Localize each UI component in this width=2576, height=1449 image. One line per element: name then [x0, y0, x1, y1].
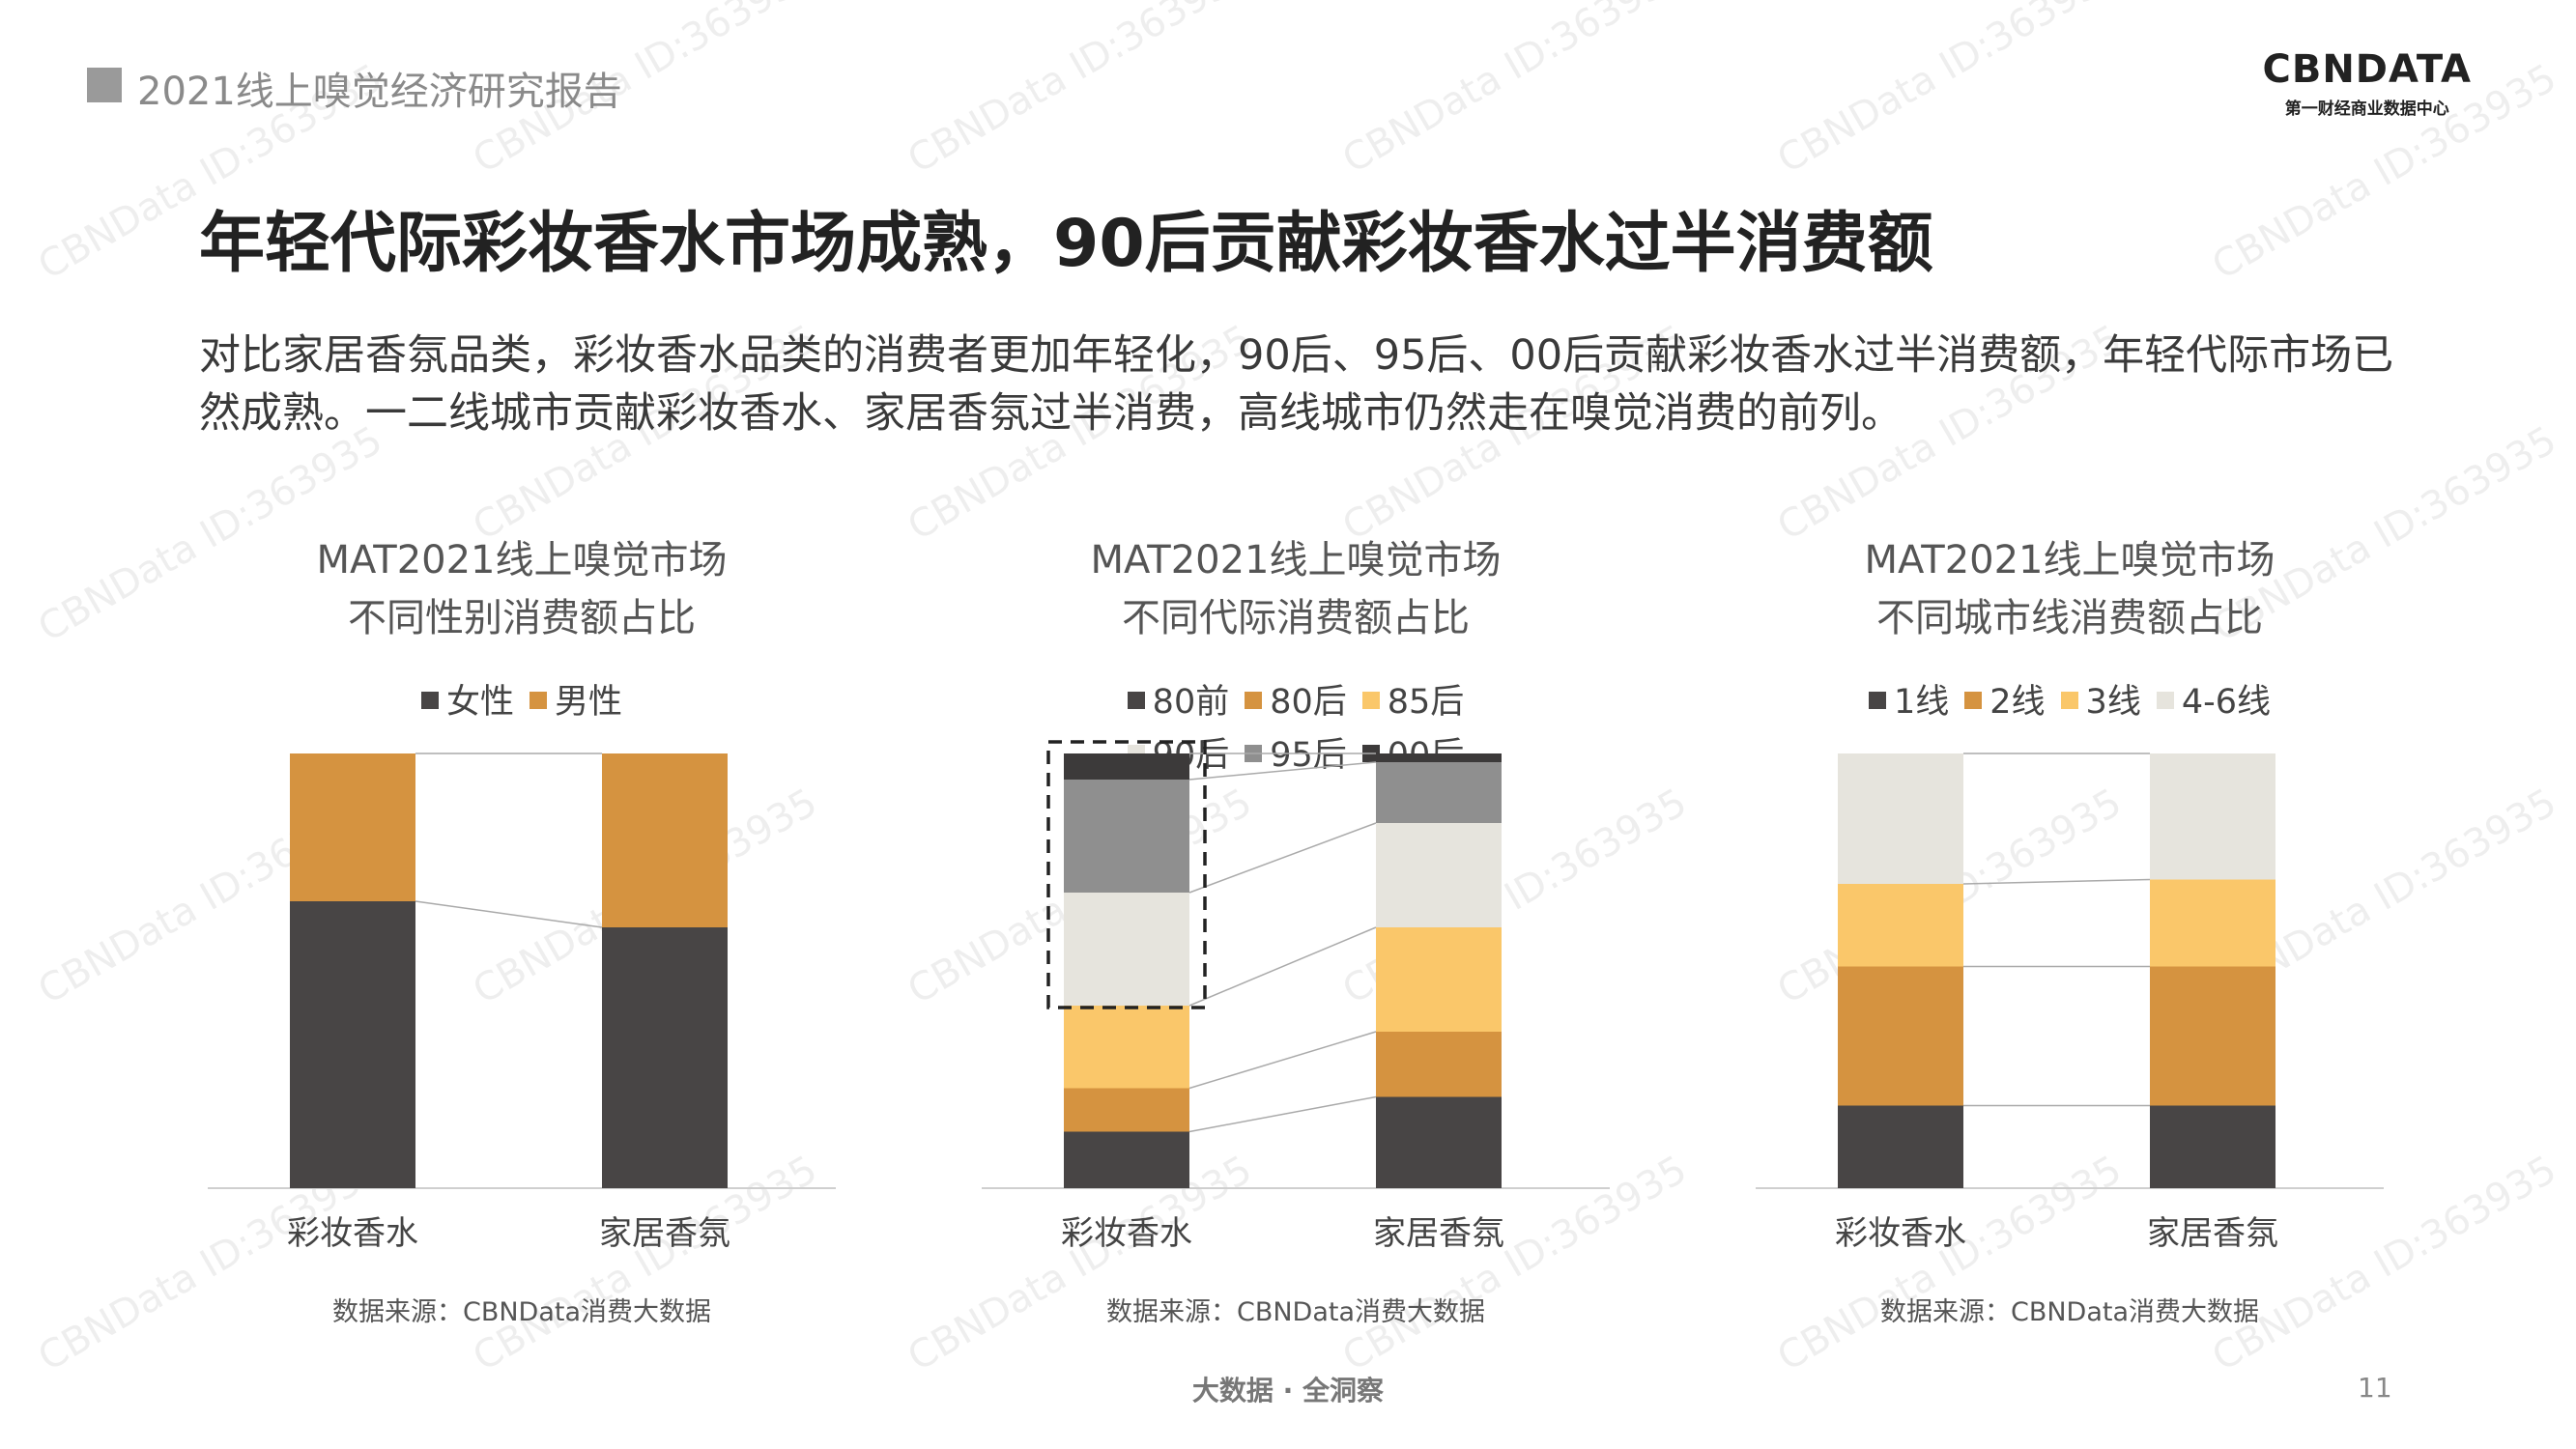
bar-segment	[1838, 884, 1963, 967]
watermark-text: CBNData ID:363935	[1335, 0, 1694, 183]
legend-label: 3线	[2085, 683, 2141, 722]
bar-segment	[290, 901, 415, 1188]
bar-segment	[2150, 753, 2275, 880]
bar-segment	[1376, 1096, 1502, 1188]
report-title: 2021线上嗅觉经济研究报告	[137, 70, 622, 114]
bar-segment	[1376, 1032, 1502, 1097]
stacked-bar-plot: 彩妆香水 家居香氛	[982, 740, 1610, 1253]
slide-headline: 年轻代际彩妆香水市场成熟，90后贡献彩妆香水过半消费额	[199, 206, 1933, 282]
bar-segment	[1064, 753, 1189, 780]
chart-title: MAT2021线上嗅觉市场	[1090, 538, 1502, 582]
legend-item: 3线	[2060, 674, 2141, 724]
stacked-bar-plot: 彩妆香水 家居香氛	[1756, 753, 2384, 1253]
legend-label: 80前	[1152, 683, 1230, 722]
category-label: 家居香氛	[2147, 1214, 2278, 1253]
legend-swatch	[1868, 692, 1886, 709]
chart-source: 数据来源：CBNData消费大数据	[331, 1297, 712, 1327]
bar-segment	[1064, 780, 1189, 893]
legend-swatch	[1245, 692, 1263, 709]
bar-segment	[2150, 879, 2275, 967]
series-connector-line	[1188, 822, 1377, 894]
category-label: 彩妆香水	[1061, 1214, 1192, 1253]
category-label: 彩妆香水	[287, 1214, 418, 1253]
legend-swatch	[2156, 692, 2174, 709]
category-label: 家居香氛	[599, 1214, 730, 1253]
series-connector-line	[1188, 1095, 1377, 1133]
bar-segment	[1376, 927, 1502, 1032]
legend-swatch	[2060, 692, 2078, 709]
legend-item: 85后	[1361, 674, 1465, 724]
page-number: 11	[2358, 1372, 2392, 1404]
chart-generation: MAT2021线上嗅觉市场不同代际消费额占比80前80后85后90后95后00后…	[909, 531, 1682, 1352]
legend-label: 1线	[1893, 683, 1950, 722]
footer-slogan: 大数据 · 全洞察	[1191, 1375, 1385, 1406]
chart-source: 数据来源：CBNData消费大数据	[1105, 1297, 1486, 1327]
legend-item: 2线	[1964, 674, 2046, 724]
legend-swatch	[530, 692, 547, 709]
legend-swatch	[1361, 692, 1380, 709]
chart-title: MAT2021线上嗅觉市场	[1864, 538, 2275, 582]
series-connector-line	[1962, 878, 2151, 885]
legend-item: 1线	[1868, 674, 1950, 724]
legend-item: 80前	[1127, 674, 1230, 724]
chart-source: 数据来源：CBNData消费大数据	[1879, 1297, 2260, 1327]
logo-tagline: 第一财经商业数据中心	[2284, 99, 2449, 119]
highlight-dashed-box	[1046, 740, 1207, 1009]
bar-segment	[290, 753, 415, 901]
bar-segment	[2150, 966, 2275, 1106]
slide-body-text: 对比家居香氛品类，彩妆香水品类的消费者更加年轻化，90后、95后、00后贡献彩妆…	[199, 331, 2394, 438]
legend-label: 4-6线	[2181, 683, 2271, 722]
bar-segment	[2150, 1105, 2275, 1188]
legend-label: 80后	[1270, 683, 1347, 722]
legend-label: 男性	[555, 683, 623, 722]
bar-segment	[1064, 1088, 1189, 1132]
watermark-text: CBNData ID:363935	[1770, 0, 2129, 183]
series-connector-line	[415, 900, 603, 928]
legend-item: 男性	[530, 674, 622, 724]
bar-segment	[602, 927, 728, 1188]
series-connector-line	[1188, 926, 1377, 1007]
series-connector-line	[1188, 761, 1377, 781]
bar-segment	[602, 753, 728, 927]
chart-subtitle: 不同代际消费额占比	[1122, 596, 1470, 640]
chart-city-tier: MAT2021线上嗅觉市场 不同城市线消费额占比 1线 2线 3线 4-6线彩妆香水 家居香…	[1683, 531, 2456, 1352]
chart-subtitle: 不同性别消费额占比	[348, 596, 696, 640]
watermark-text: CBNData ID:363935	[901, 0, 1259, 183]
series-connector-line	[1188, 1031, 1377, 1090]
legend-swatch	[1127, 692, 1145, 709]
legend-swatch	[420, 692, 439, 709]
legend-item: 女性	[420, 674, 514, 724]
legend-item: 80后	[1245, 674, 1347, 724]
bar-segment	[1838, 1105, 1963, 1188]
bar-segment	[1376, 823, 1502, 927]
cbndata-logo: CBNDATA 第一财经商业数据中心	[2262, 50, 2472, 119]
chart-legend: 80前 80后 85后	[909, 674, 1682, 724]
legend-label: 女性	[445, 683, 514, 722]
bar-segment	[1064, 1131, 1189, 1188]
legend-label: 2线	[1989, 683, 2046, 722]
chart-subtitle: 不同城市线消费额占比	[1876, 596, 2263, 640]
bar-segment	[1376, 762, 1502, 823]
chart-legend: 女性 男性	[135, 674, 908, 724]
bar-segment	[1064, 893, 1189, 1006]
bar-segment	[1838, 966, 1963, 1106]
bar-segment	[1064, 1006, 1189, 1089]
legend-swatch	[1964, 692, 1983, 709]
logo-wordmark: CBNDATA	[2262, 47, 2472, 92]
chart-gender: MAT2021线上嗅觉市场 不同性别消费额占比女性 男性彩妆香水 家居香氛数据来源：C…	[135, 531, 908, 1352]
category-label: 彩妆香水	[1835, 1214, 1966, 1253]
category-label: 家居香氛	[1373, 1214, 1504, 1253]
legend-label: 85后	[1387, 683, 1465, 722]
bar-segment	[1376, 753, 1502, 762]
stacked-bar-plot: 彩妆香水 家居香氛	[208, 753, 836, 1253]
header-square-icon	[87, 68, 122, 102]
legend-item: 4-6线	[2156, 674, 2271, 724]
chart-legend: 1线 2线 3线 4-6线	[1683, 674, 2456, 724]
bar-segment	[1838, 753, 1963, 884]
chart-title: MAT2021线上嗅觉市场	[316, 538, 728, 582]
